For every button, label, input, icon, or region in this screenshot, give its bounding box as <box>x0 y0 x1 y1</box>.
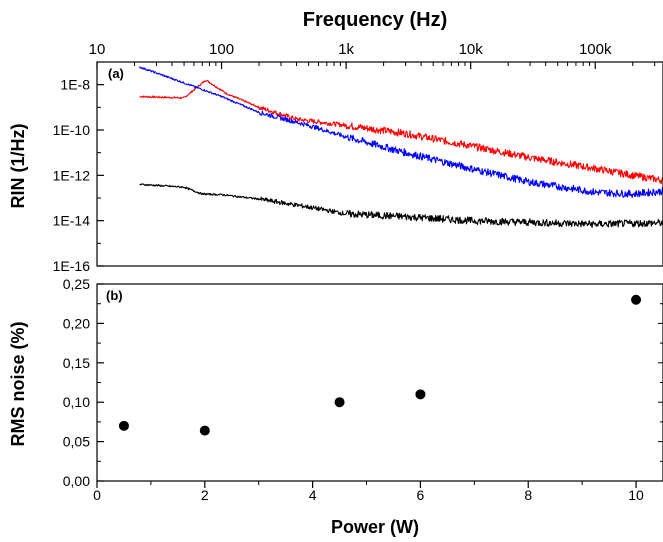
rin-trace-3 <box>139 183 663 229</box>
panel-label-a: (a) <box>108 66 124 81</box>
rms-noise-point <box>631 294 642 305</box>
bottom-x-axis-title: Power (W) <box>331 517 419 537</box>
top-y-tick-label: 1E-14 <box>53 213 91 229</box>
top-plot-series <box>139 66 663 229</box>
top-y-axis-ticks: 1E-8 1E-10 1E-12 1E-14 1E-16 <box>53 61 104 274</box>
rms-noise-point <box>334 397 345 408</box>
bottom-y-tick-label: 0,10 <box>63 394 90 410</box>
bottom-y-tick-label: 0,20 <box>63 315 90 331</box>
panel-label-b: (b) <box>106 288 123 303</box>
bottom-x-tick-label: 8 <box>524 487 532 503</box>
rms-noise-point <box>199 425 210 436</box>
bottom-x-axis-ticks: 0 2 4 6 8 10 <box>93 481 644 503</box>
bottom-x-tick-label: 10 <box>628 487 644 503</box>
top-x-tick-label: 100k <box>579 41 612 58</box>
top-x-tick-label: 1k <box>338 41 354 58</box>
bottom-y-tick-label: 0,00 <box>63 473 90 489</box>
top-y-tick-label: 1E-16 <box>53 258 91 274</box>
top-y-tick-label: 1E-12 <box>53 167 91 183</box>
top-plot-frame <box>96 61 663 267</box>
bottom-y-tick-label: 0,15 <box>63 355 90 371</box>
rin-trace-2 <box>139 66 663 199</box>
top-x-axis-ticks: 10 100 1k 10k 100k <box>89 41 656 69</box>
top-x-tick-label: 10 <box>89 41 106 58</box>
bottom-x-tick-label: 0 <box>93 487 101 503</box>
bottom-y-axis-ticks: 0,00 0,05 0,10 0,15 0,20 0,25 <box>63 276 663 489</box>
rms-noise-point <box>118 420 129 431</box>
bottom-y-axis-title: RMS noise (%) <box>8 321 28 446</box>
bottom-scatter-points <box>118 294 642 436</box>
bottom-plot-frame <box>96 283 663 482</box>
top-y-tick-label: 1E-10 <box>53 122 91 138</box>
top-x-tick-label: 10k <box>459 41 484 58</box>
rms-noise-point <box>415 389 426 400</box>
rin-trace-1 <box>139 80 663 185</box>
top-y-tick-label: 1E-8 <box>60 77 90 93</box>
bottom-x-tick-label: 6 <box>417 487 425 503</box>
top-x-tick-label: 100 <box>209 41 234 58</box>
bottom-y-tick-label: 0,05 <box>63 434 90 450</box>
top-x-axis-title: Frequency (Hz) <box>303 9 447 31</box>
bottom-x-tick-label: 2 <box>201 487 209 503</box>
bottom-y-tick-label: 0,25 <box>63 276 90 292</box>
top-y-axis-title: RIN (1/Hz) <box>8 123 28 208</box>
bottom-x-tick-label: 4 <box>309 487 317 503</box>
